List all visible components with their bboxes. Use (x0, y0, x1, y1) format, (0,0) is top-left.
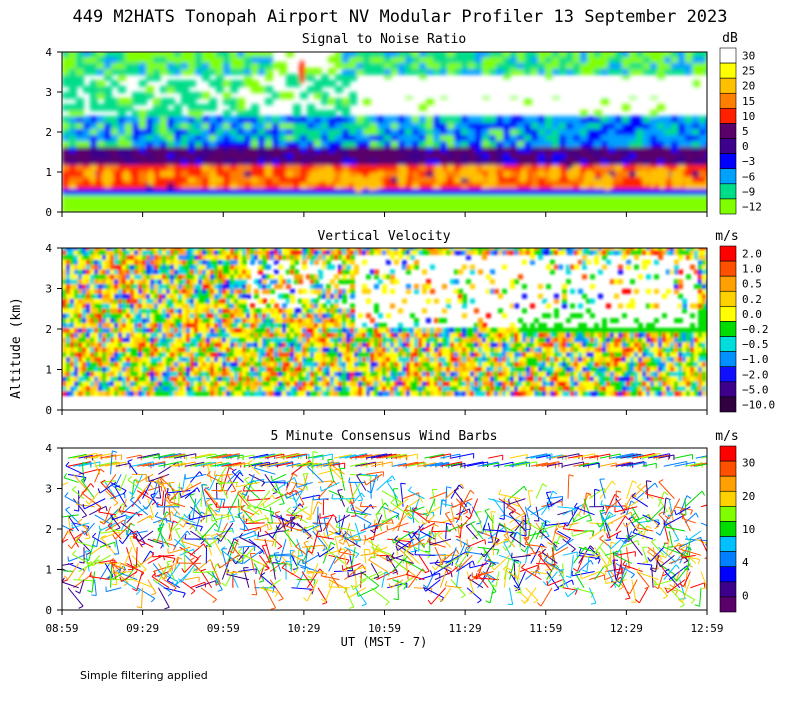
wind-panel-title: 5 Minute Consensus Wind Barbs (271, 429, 498, 444)
snr-colorbar-swatch (720, 63, 736, 78)
vv-colorbar-label: 1.0 (742, 263, 762, 276)
snr-colorbar-swatch (720, 78, 736, 93)
snr-colorbar-swatch (720, 48, 736, 63)
snr-colorbar-label: −3 (742, 155, 755, 168)
footnote: Simple filtering applied (80, 669, 208, 682)
colorbars: 30 25 20 15 10 5 0 −3 −6 −9 −12 2.0 1.0 0.5 0.2 0.0 −0.2… (720, 48, 775, 612)
wind-colorbar-label: 4 (742, 556, 749, 569)
vv-colorbar-label: 0.5 (742, 278, 762, 291)
snr-colorbar-swatch (720, 93, 736, 108)
x-tick-label: 11:59 (529, 622, 562, 635)
y-tick-label: 3 (45, 86, 52, 99)
y-tick-label: 2 (45, 523, 52, 536)
y-tick-label: 0 (45, 604, 52, 617)
y-tick-label: 1 (45, 364, 52, 377)
wind-colorbar-swatch (720, 537, 736, 552)
x-tick-label: 09:29 (126, 622, 159, 635)
vertical-velocity-heatmap (62, 245, 711, 396)
snr-colorbar-label: −9 (742, 185, 755, 198)
snr-panel-title: Signal to Noise Ratio (302, 32, 466, 47)
y-tick-label: 4 (45, 442, 52, 455)
vv-colorbar-swatch (720, 382, 736, 397)
snr-colorbar-swatch (720, 123, 736, 138)
snr-colorbar-label: 5 (742, 125, 749, 138)
wind-colorbar-swatch (720, 446, 736, 461)
wind-colorbar-label: 0 (742, 589, 749, 602)
y-tick-label: 4 (45, 242, 52, 255)
vv-colorbar-label: −2.0 (742, 368, 769, 381)
vv-colorbar-swatch (720, 276, 736, 291)
wind-colorbar-swatch (720, 476, 736, 491)
y-tick-label: 2 (45, 323, 52, 336)
vv-colorbar-label: −1.0 (742, 353, 769, 366)
vv-colorbar-swatch (720, 261, 736, 276)
snr-colorbar-label: 20 (742, 80, 755, 93)
snr-colorbar-label: 15 (742, 95, 755, 108)
x-tick-label: 09:59 (207, 622, 240, 635)
x-tick-label: 10:29 (287, 622, 320, 635)
vv-colorbar-swatch (720, 367, 736, 382)
wind-colorbar-swatch (720, 491, 736, 506)
snr-colorbar-label: 0 (742, 140, 749, 153)
y-tick-label: 0 (45, 404, 52, 417)
snr-colorbar-swatch (720, 199, 736, 214)
vv-colorbar-label: −0.5 (742, 338, 769, 351)
wind-colorbar-swatch (720, 597, 736, 612)
x-tick-label: 08:59 (45, 622, 78, 635)
snr-colorbar-swatch (720, 184, 736, 199)
snr-colorbar-swatch (720, 108, 736, 123)
wind-colorbar-swatch (720, 552, 736, 567)
wind-colorbar-label: 10 (742, 523, 755, 536)
snr-colorbar-swatch (720, 169, 736, 184)
vv-colorbar-swatch (720, 397, 736, 412)
vv-colorbar-swatch (720, 352, 736, 367)
wind-colorbar-swatch (720, 521, 736, 536)
x-tick-label: 10:59 (368, 622, 401, 635)
vv-colorbar-label: 2.0 (742, 248, 762, 261)
wind-barbs (50, 451, 721, 609)
vv-colorbar-label: −10.0 (742, 398, 775, 411)
vv-colorbar-swatch (720, 246, 736, 261)
snr-colorbar-swatch (720, 139, 736, 154)
vv-colorbar-label: −0.2 (742, 323, 769, 336)
snr-colorbar-label: −12 (742, 200, 762, 213)
y-tick-label: 1 (45, 564, 52, 577)
wind-colorbar-label: 20 (742, 490, 755, 503)
wind-colorbar-swatch (720, 506, 736, 521)
vv-colorbar-swatch (720, 306, 736, 321)
y-tick-label: 3 (45, 283, 52, 296)
vv-unit-label: m/s (715, 229, 738, 244)
vv-colorbar-label: −5.0 (742, 383, 769, 396)
vv-colorbar-swatch (720, 321, 736, 336)
vv-colorbar-label: 0.0 (742, 308, 762, 321)
wind-colorbar-label: 30 (742, 457, 755, 470)
x-tick-label: 11:29 (449, 622, 482, 635)
x-tick-label: 12:59 (690, 622, 723, 635)
figure-title: 449 M2HATS Tonopah Airport NV Modular Pr… (72, 7, 727, 27)
snr-colorbar-label: 10 (742, 110, 755, 123)
snr-colorbar-label: 30 (742, 50, 755, 63)
vv-colorbar-swatch (720, 291, 736, 306)
y-tick-label: 1 (45, 166, 52, 179)
y-axis-label: Altitude (km) (9, 297, 24, 399)
snr-heatmap (62, 50, 714, 213)
vv-colorbar-swatch (720, 337, 736, 352)
wind-colorbar-swatch (720, 582, 736, 597)
y-tick-label: 2 (45, 126, 52, 139)
vv-colorbar-label: 0.2 (742, 293, 762, 306)
x-axis-label: UT (MST - 7) (341, 635, 428, 649)
wind-colorbar-swatch (720, 461, 736, 476)
wind-unit-label: m/s (715, 429, 738, 444)
x-tick-label: 12:29 (610, 622, 643, 635)
snr-colorbar-label: −6 (742, 170, 755, 183)
y-tick-label: 3 (45, 483, 52, 496)
snr-colorbar-label: 25 (742, 65, 755, 78)
vv-panel-title: Vertical Velocity (317, 229, 450, 244)
y-tick-label: 0 (45, 206, 52, 219)
snr-colorbar-swatch (720, 154, 736, 169)
wind-colorbar-swatch (720, 567, 736, 582)
y-tick-label: 4 (45, 46, 52, 59)
snr-unit-label: dB (722, 31, 738, 46)
